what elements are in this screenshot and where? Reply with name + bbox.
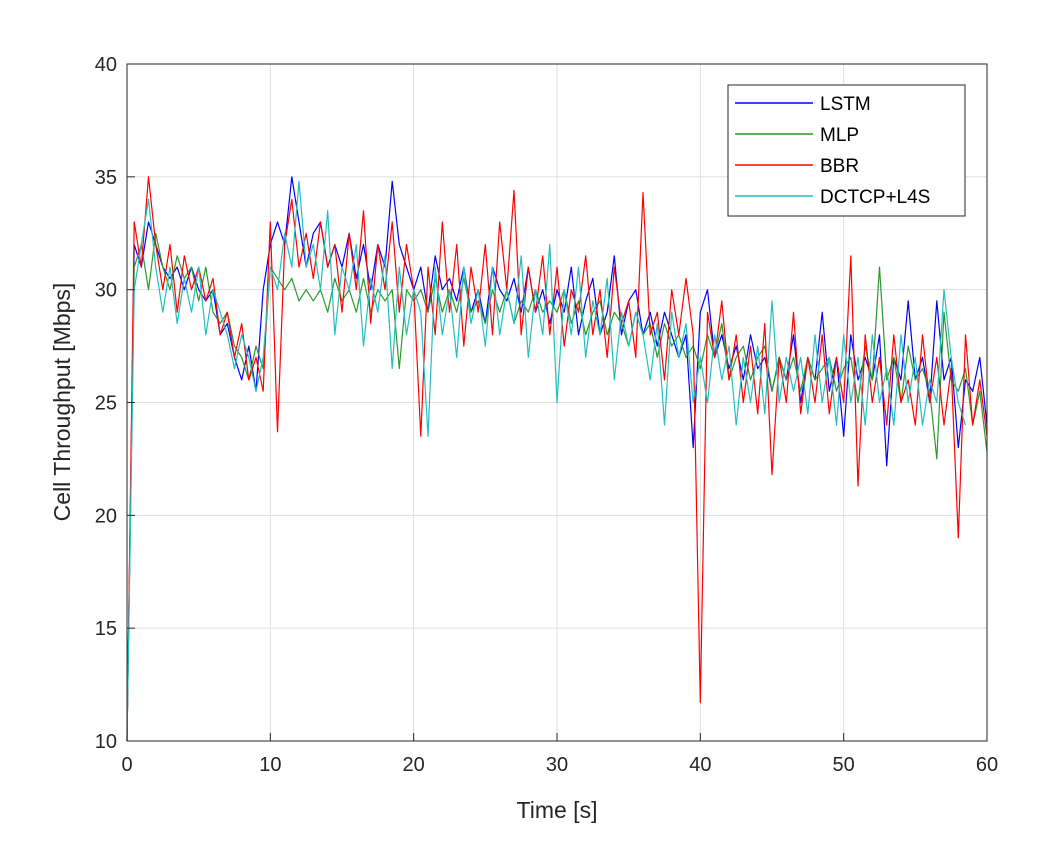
y-tick-label: 35: [95, 167, 117, 189]
x-tick-label: 0: [121, 754, 132, 776]
y-tick-label: 10: [95, 731, 117, 753]
y-axis-label: Cell Throughput [Mbps]: [49, 283, 75, 522]
x-tick-label: 50: [833, 754, 855, 776]
series-line-dctcp-l4s: [126, 180, 967, 742]
legend-label-dctcp-l4s: DCTCP+L4S: [820, 187, 930, 208]
x-tick-label: 30: [546, 754, 568, 776]
legend-box: [727, 84, 966, 217]
y-tick-label: 15: [95, 618, 117, 640]
y-tick-label: 25: [95, 393, 117, 415]
legend-label-mlp: MLP: [820, 125, 859, 146]
y-tick-label: 20: [95, 505, 117, 527]
x-tick-label: 20: [403, 754, 425, 776]
x-tick-label: 10: [259, 754, 281, 776]
series-line-lstm: [126, 176, 988, 742]
x-tick-label: 40: [689, 754, 711, 776]
series-lines: [126, 176, 988, 742]
y-tick-label: 40: [95, 54, 117, 76]
legend-label-lstm: LSTM: [820, 94, 871, 115]
y-tick-label: 30: [95, 280, 117, 302]
x-tick-label: 60: [976, 754, 998, 776]
legend-label-bbr: BBR: [820, 156, 859, 177]
legend: LSTM MLP BBR DCTCP+L4S: [727, 84, 966, 217]
x-axis-label: Time [s]: [517, 797, 598, 823]
series-line-bbr: [126, 176, 988, 742]
